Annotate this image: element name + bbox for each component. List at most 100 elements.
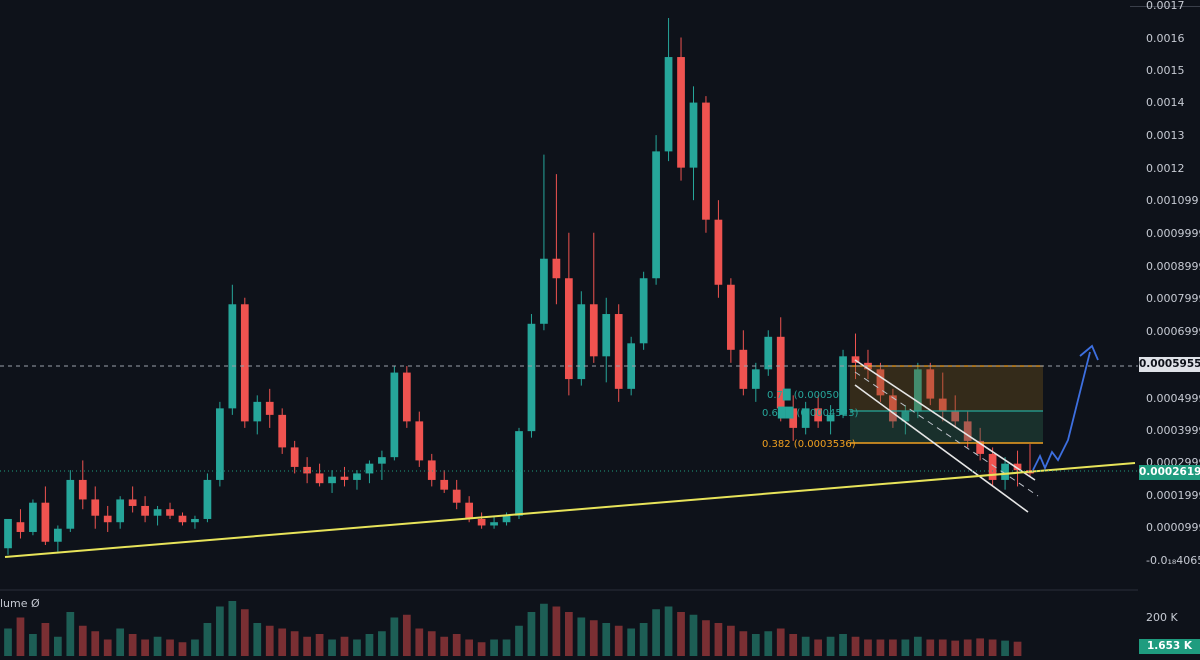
volume-bar [490, 639, 498, 656]
candle-body [16, 522, 25, 532]
candle-body [589, 304, 598, 357]
candle-body [290, 447, 299, 467]
volume-bar [552, 606, 561, 656]
chart-settings-icon[interactable] [1130, 0, 1200, 7]
volume-bar [527, 612, 536, 656]
volume-bar [128, 634, 137, 656]
volume-bar [353, 639, 361, 656]
candle-body [29, 502, 37, 532]
price-tick-label: 0.0003999 [1146, 424, 1200, 437]
volume-bar [614, 625, 623, 656]
price-tick-label: 0.0004999 [1146, 392, 1200, 405]
volume-bar [166, 639, 174, 656]
candle-body [228, 304, 237, 409]
fib-label-0382: 0.382 (0.0003536) [762, 439, 856, 450]
current-volume-badge: 1.653 K [1139, 639, 1200, 654]
candle-body [216, 408, 224, 480]
volume-bar [4, 628, 12, 656]
volume-bar [203, 623, 212, 656]
price-tick-label: 0.0009999 [1146, 227, 1200, 240]
candle-body [764, 336, 773, 370]
volume-bar [427, 631, 436, 656]
candle-body [278, 414, 287, 448]
volume-bar [976, 638, 985, 656]
volume-bar [913, 636, 922, 656]
volume-bar [739, 631, 748, 656]
candle-body [116, 499, 125, 523]
candle-body [141, 505, 149, 516]
price-axis[interactable]: 0.0017 0.0016 0.0015 0.0014 0.0013 0.0012 0.00… [1146, 0, 1200, 567]
candle-body [789, 408, 798, 428]
price-tick-label: 0.0017 [1146, 0, 1185, 12]
candle-body [166, 509, 174, 516]
candle-body [577, 304, 586, 380]
volume-bar [440, 636, 449, 656]
volume-bar [378, 631, 386, 656]
candle-body [938, 398, 947, 412]
volume-bar [228, 601, 237, 656]
price-tick-label: 0.0013 [1146, 129, 1185, 142]
candle-body [203, 479, 212, 519]
candle-body [328, 476, 336, 484]
volume-bar [789, 634, 798, 656]
volume-bar [402, 614, 411, 656]
volume-bar [951, 640, 960, 656]
volume-indicator-title[interactable]: lume Ø [0, 597, 40, 610]
candle-body [415, 421, 424, 461]
candle-body [66, 479, 75, 529]
candle-body [901, 411, 910, 422]
candle-body [191, 518, 199, 523]
candle-body [515, 431, 523, 516]
price-tick-label: 0.0016 [1146, 32, 1185, 45]
candle-body [689, 102, 698, 168]
volume-bar [639, 623, 648, 656]
candle-body [564, 278, 573, 380]
channel-lower [854, 384, 1029, 513]
candle-body [365, 463, 374, 474]
price-tick-label: 0.0006999 [1146, 325, 1200, 338]
candle-body [265, 401, 274, 415]
candle-body [78, 479, 87, 500]
volume-bar [29, 634, 37, 656]
volume-bar [627, 628, 636, 656]
candle-body [340, 476, 349, 480]
volume-bar [776, 628, 785, 656]
candle-body [926, 369, 935, 399]
candle-body [751, 369, 760, 389]
candle-body [602, 314, 611, 357]
candle-body [1001, 463, 1009, 480]
volume-bar [801, 636, 810, 656]
current-price-badge: 0.0002619 [1139, 465, 1200, 480]
candle-body [427, 460, 436, 480]
volume-bar [727, 625, 735, 656]
volume-bar [602, 623, 611, 656]
volume-bar [41, 623, 50, 656]
candle-body [452, 489, 461, 503]
price-tick-label: 0.001099 [1146, 194, 1199, 207]
volume-bar [415, 628, 424, 656]
volume-axis-label: 200 K [1146, 611, 1178, 624]
candle-body [976, 440, 985, 454]
volume-bar [851, 636, 860, 656]
volume-bar [926, 639, 935, 656]
channel-upper [854, 359, 1036, 481]
fib-zone-lower [850, 411, 1043, 443]
volume-bar [901, 639, 910, 656]
price-tick-label: 0.0007999 [1146, 292, 1200, 305]
volume-bar [577, 617, 586, 656]
price-tick-label: 0.0015 [1146, 64, 1185, 77]
candle-body [714, 219, 723, 285]
candle-body [353, 473, 361, 480]
volume-bar [889, 639, 897, 656]
candle-body [440, 479, 449, 490]
candle-body [4, 518, 12, 549]
price-tick-label: 0.00009999 [1146, 521, 1200, 534]
volume-bar [53, 636, 62, 656]
candle-body [128, 499, 137, 506]
candle-body [776, 336, 785, 409]
volume-bar [502, 639, 511, 656]
candle-body [540, 258, 548, 324]
volume-bar [714, 623, 723, 656]
